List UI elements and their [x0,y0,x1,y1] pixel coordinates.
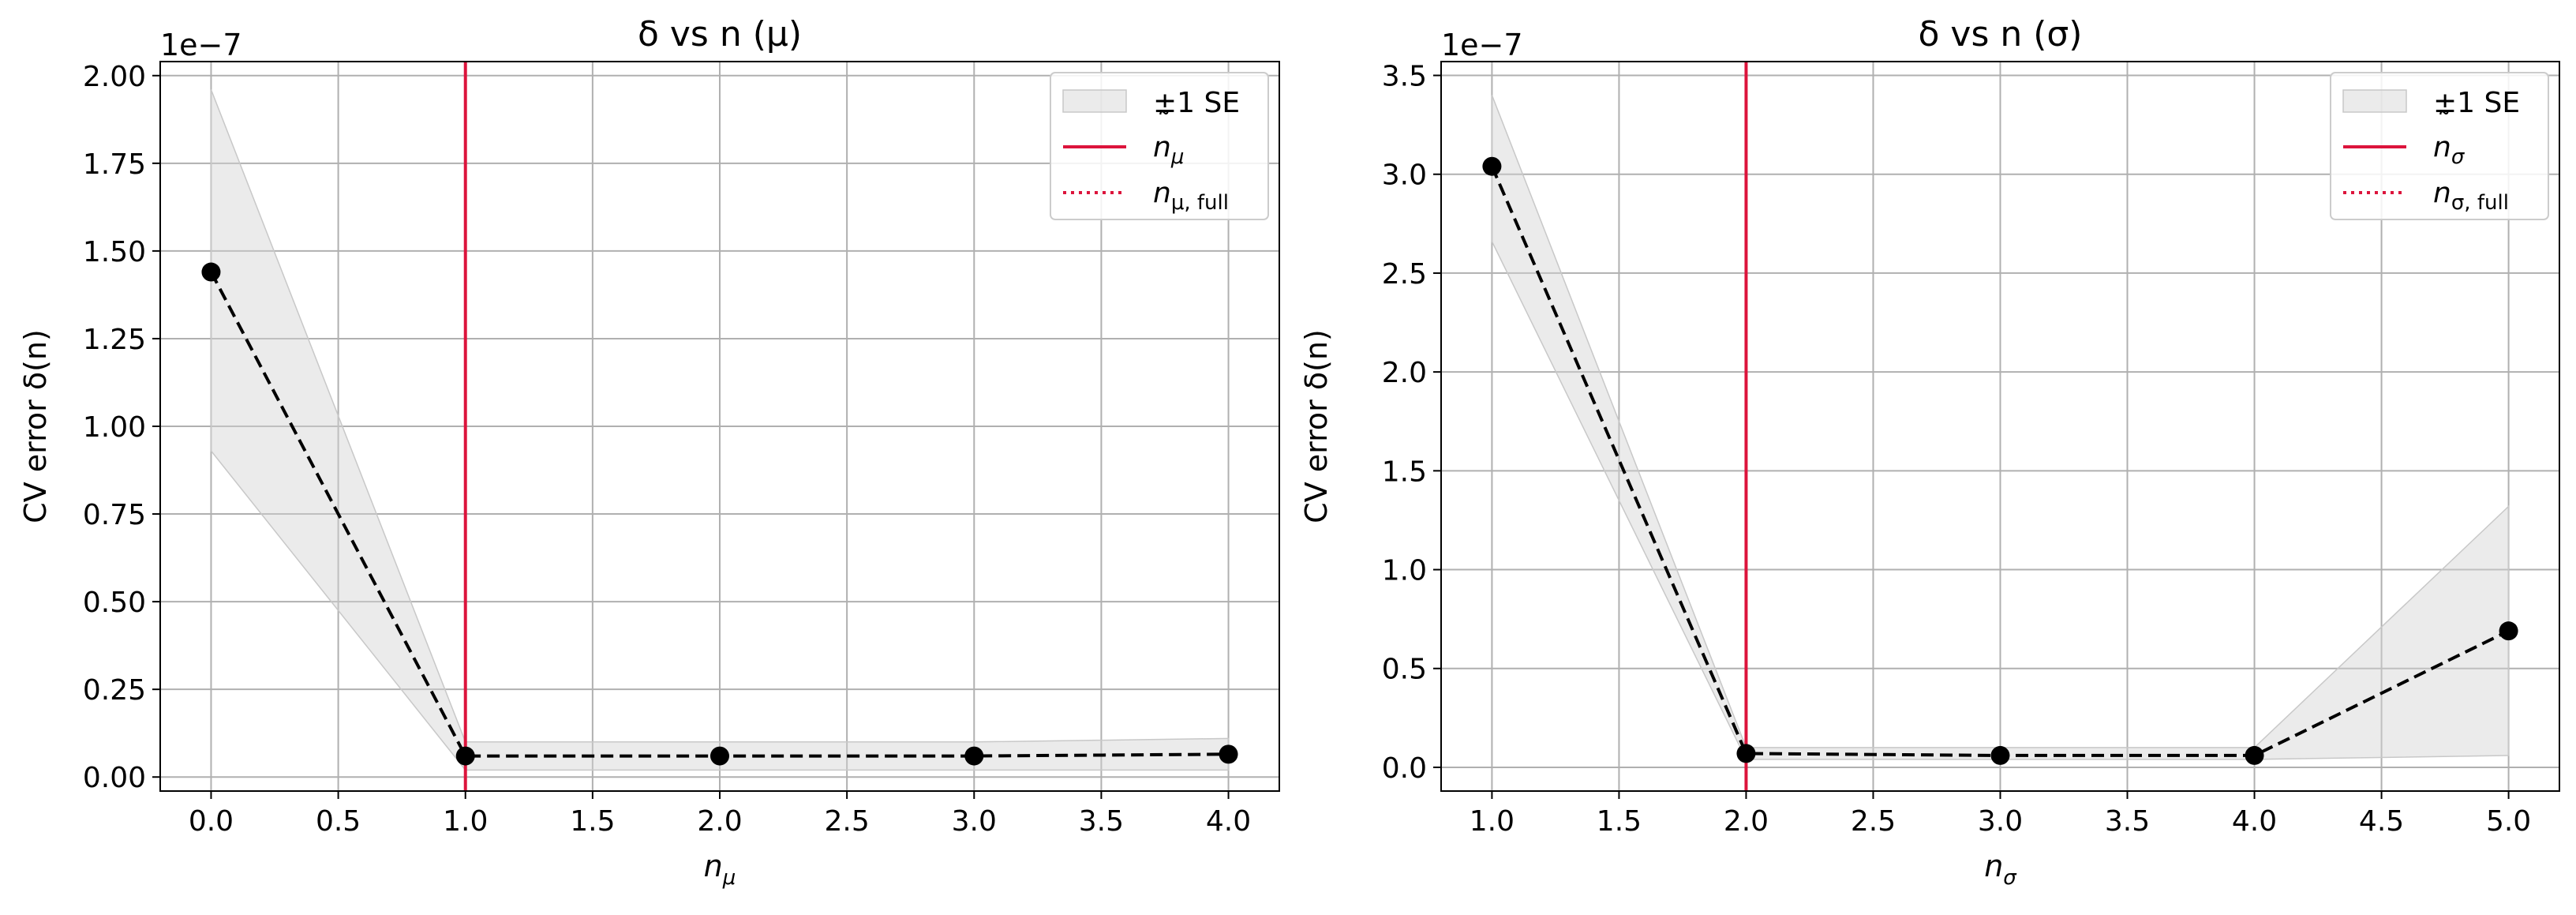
ticks-mu: 0.0 0.5 1.0 1.5 2.0 2.5 3.0 3.5 4.0 0.00 0.25 0.50 0… [83,61,1251,838]
legend-full-label: nσ, full [2433,177,2509,215]
x-tick-label: 5.0 [2486,805,2531,838]
y-tick-label: 2.00 [83,61,146,93]
x-tick-label: 1.5 [1597,805,1642,838]
legend-band-label: ±1 SE [1153,87,1240,119]
legend-tilde-accent: ˜ [1157,107,1171,140]
plot-area-sigma [1482,62,2518,791]
data-point [1736,744,1756,763]
x-tick-label: 3.0 [952,805,997,838]
legend-box [1050,72,1269,220]
x-tick-label: 4.0 [1206,805,1251,838]
plot-area-mu [201,62,1238,791]
x-tick-label: 1.5 [570,805,615,838]
y-tick-label: 1.0 [1382,555,1427,587]
data-point [2245,745,2264,765]
x-axis-label-sigma: nσ [1984,849,2017,890]
x-axis-label-mu: nμ [704,849,736,890]
ticks-sigma: 1.0 1.5 2.0 2.5 3.0 3.5 4.0 4.5 5.0 0.0 0.5 1.0 1.5 2… [1382,61,2531,838]
x-tick-label: 3.5 [1079,805,1124,838]
y-tick-label: 1.00 [83,411,146,444]
y-multiplier-mu: 1e−7 [160,28,242,62]
x-tick-label: 2.0 [1724,805,1769,838]
y-tick-label: 0.25 [83,674,146,707]
chart-title-sigma: δ vs n (σ) [1919,14,2083,54]
y-tick-label: 0.0 [1382,752,1427,785]
legend-tilde-accent: ˜ [2437,107,2451,140]
x-tick-label: 4.0 [2232,805,2277,838]
y-tick-label: 1.5 [1382,456,1427,488]
chart-mu: 0.0 0.5 1.0 1.5 2.0 2.5 3.0 3.5 4.0 0.00 0.25 0.50 0… [18,14,1280,890]
y-tick-label: 1.25 [83,324,146,356]
y-multiplier-sigma: 1e−7 [1441,28,1523,62]
x-tick-label: 2.5 [1851,805,1896,838]
y-tick-label: 1.50 [83,236,146,268]
grid-sigma [1441,62,2559,791]
x-tick-label: 1.0 [443,805,488,838]
x-tick-label: 0.5 [316,805,361,838]
legend-tilde-label: nμ [1153,131,1184,169]
legend-box [2330,72,2549,220]
legend-band-swatch [2342,89,2407,113]
y-tick-label: 3.5 [1382,61,1427,93]
y-tick-label: 1.75 [83,148,146,181]
data-point [710,746,729,766]
y-tick-label: 0.75 [83,499,146,531]
x-tick-label: 2.0 [697,805,742,838]
legend-band-label: ±1 SE [2433,87,2520,119]
x-tick-label: 3.0 [1978,805,2023,838]
se-band-sigma [1491,95,2510,760]
y-tick-label: 2.0 [1382,357,1427,389]
y-tick-label: 0.50 [83,587,146,619]
y-axis-label-sigma: CV error δ(n) [1299,329,1334,523]
x-tick-label: 1.0 [1470,805,1515,838]
data-point [964,746,984,766]
data-point [1990,745,2010,765]
data-point [1482,156,1502,176]
data-point [455,746,475,766]
legend-full-label: nμ, full [1153,177,1229,215]
x-tick-label: 4.5 [2359,805,2404,838]
y-tick-label: 0.00 [83,762,146,794]
legend-sigma: ±1 SE nσ˜ nσ, full [2330,72,2549,220]
x-tick-label: 3.5 [2105,805,2150,838]
legend-tilde-label: nσ [2433,131,2466,169]
legend-band-swatch [1062,89,1127,113]
se-band-mu [210,89,1230,771]
chart-sigma: 1.0 1.5 2.0 2.5 3.0 3.5 4.0 4.5 5.0 0.0 0.5 1.0 1.5 2… [1299,14,2560,890]
x-tick-label: 2.5 [825,805,870,838]
grid-mu [160,62,1279,791]
y-axis-label-mu: CV error δ(n) [18,329,53,523]
data-point [201,262,221,282]
data-point [1219,744,1238,764]
y-tick-label: 3.0 [1382,159,1427,192]
legend-mu: ±1 SE nμ˜ nμ, full [1050,72,1269,220]
data-point [2499,621,2518,641]
y-tick-label: 2.5 [1382,258,1427,291]
chart-title-mu: δ vs n (μ) [638,14,802,54]
y-tick-label: 0.5 [1382,654,1427,686]
x-tick-label: 0.0 [189,805,234,838]
